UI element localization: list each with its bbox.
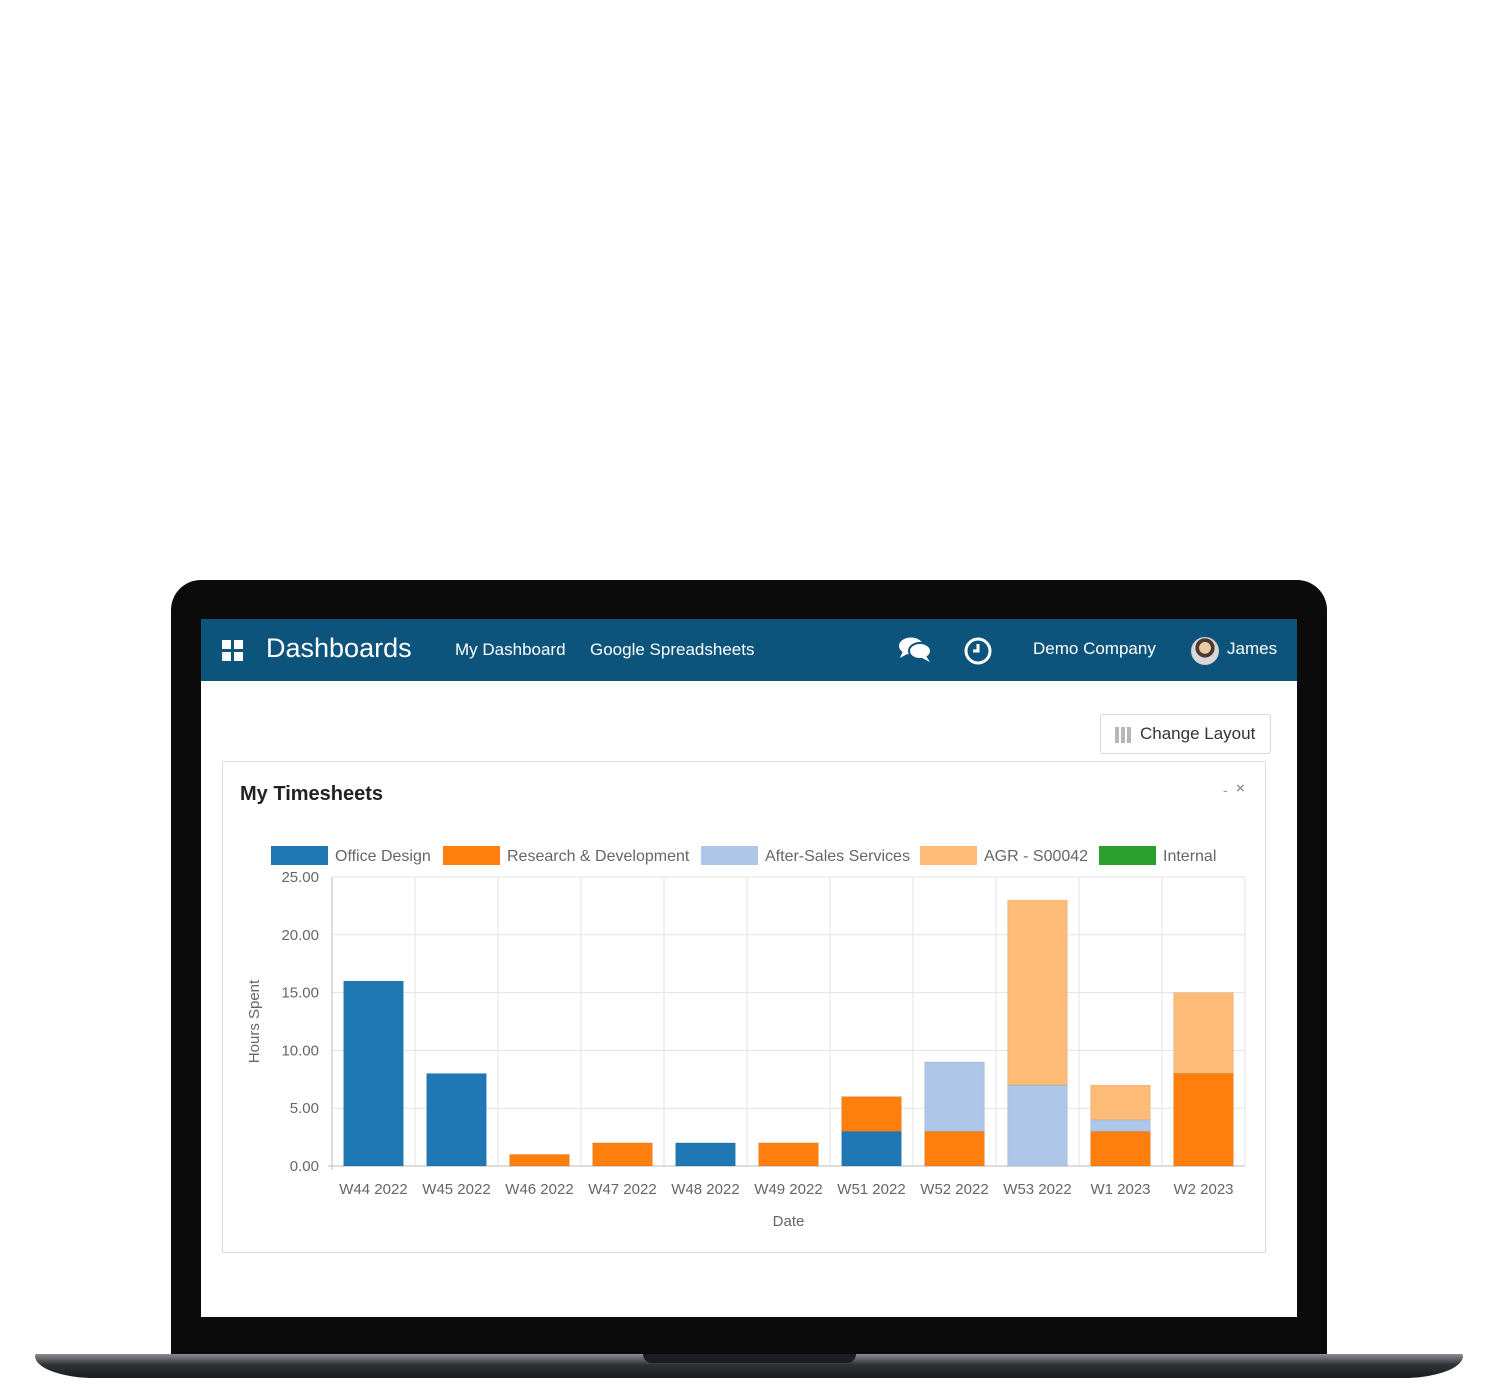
top-navbar: Dashboards My Dashboard Google Spreadshe…	[201, 619, 1297, 681]
legend-label[interactable]: Research & Development	[507, 848, 690, 865]
bar-segment[interactable]	[1173, 1073, 1234, 1167]
x-tick-label: W53 2022	[1003, 1181, 1071, 1198]
legend-label[interactable]: Internal	[1163, 848, 1216, 865]
change-layout-button[interactable]: Change Layout	[1100, 714, 1271, 754]
legend-swatch[interactable]	[1099, 846, 1156, 865]
x-tick-label: W51 2022	[837, 1181, 905, 1198]
legend-swatch[interactable]	[443, 846, 500, 865]
timesheets-panel: My Timesheets - × 0.00 5.00 10.00 15.00 20.0…	[222, 761, 1266, 1253]
apps-grid-icon[interactable]	[222, 640, 244, 662]
x-tick-label: W44 2022	[339, 1181, 407, 1198]
bar-segment[interactable]	[1007, 899, 1068, 1086]
bar-segment[interactable]	[1090, 1130, 1151, 1167]
y-tick-label: 0.00	[290, 1158, 319, 1175]
x-tick-label: W49 2022	[754, 1181, 822, 1198]
app-title: Dashboards	[266, 633, 412, 663]
nav-link-my-dashboard[interactable]: My Dashboard	[455, 640, 566, 659]
x-tick-label: W48 2022	[671, 1181, 739, 1198]
y-tick-label: 20.00	[281, 927, 319, 944]
nav-link-google-spreadsheets[interactable]: Google Spreadsheets	[590, 640, 755, 659]
y-tick-label: 15.00	[281, 985, 319, 1002]
x-tick-label: W46 2022	[505, 1181, 573, 1198]
y-axis-title: Hours Spent	[246, 979, 263, 1063]
y-tick-label: 25.00	[281, 869, 319, 886]
laptop-notch	[643, 1354, 856, 1363]
bar-segment[interactable]	[1090, 1119, 1151, 1132]
chat-icon[interactable]	[898, 636, 932, 664]
bar-segment[interactable]	[841, 1130, 902, 1167]
layout-columns-icon	[1115, 727, 1133, 743]
x-axis-title: Date	[773, 1213, 805, 1230]
legend-swatch[interactable]	[920, 846, 977, 865]
bar-segment[interactable]	[1090, 1084, 1151, 1121]
company-switcher[interactable]: Demo Company	[1033, 639, 1156, 658]
x-tick-label: W2 2023	[1173, 1181, 1233, 1198]
y-tick-label: 10.00	[281, 1042, 319, 1059]
legend-label[interactable]: AGR - S00042	[984, 848, 1088, 865]
x-tick-label: W47 2022	[588, 1181, 656, 1198]
legend-label[interactable]: After-Sales Services	[765, 848, 910, 865]
bar-segment[interactable]	[924, 1061, 985, 1132]
avatar[interactable]	[1191, 637, 1219, 665]
legend-swatch[interactable]	[701, 846, 758, 865]
laptop-screen: Dashboards My Dashboard Google Spreadshe…	[201, 619, 1297, 1317]
change-layout-label: Change Layout	[1140, 724, 1256, 743]
bar-segment[interactable]	[509, 1153, 570, 1167]
user-menu[interactable]: James	[1227, 639, 1278, 658]
bar-segment[interactable]	[675, 1142, 736, 1167]
clock-icon[interactable]	[963, 636, 993, 666]
bar-segment[interactable]	[592, 1142, 653, 1167]
bar-segment[interactable]	[1173, 992, 1234, 1075]
x-tick-label: W1 2023	[1090, 1181, 1150, 1198]
timesheets-chart: 0.00 5.00 10.00 15.00 20.00 25.00 W44 2022 W45 …	[246, 846, 1246, 1230]
panel-title: My Timesheets	[240, 783, 384, 805]
bar-segment[interactable]	[1007, 1084, 1068, 1167]
legend-label[interactable]: Office Design	[335, 848, 431, 865]
bar-segment[interactable]	[924, 1130, 985, 1167]
y-tick-label: 5.00	[290, 1100, 319, 1117]
x-tick-label: W52 2022	[920, 1181, 988, 1198]
close-button[interactable]: ×	[1236, 780, 1245, 797]
minimize-button[interactable]: -	[1223, 782, 1228, 798]
legend-swatch[interactable]	[271, 846, 328, 865]
bar-segment[interactable]	[426, 1073, 487, 1167]
bar-segment[interactable]	[841, 1096, 902, 1132]
bar-segment[interactable]	[758, 1142, 819, 1167]
bar-segment[interactable]	[343, 980, 404, 1167]
x-tick-label: W45 2022	[422, 1181, 490, 1198]
